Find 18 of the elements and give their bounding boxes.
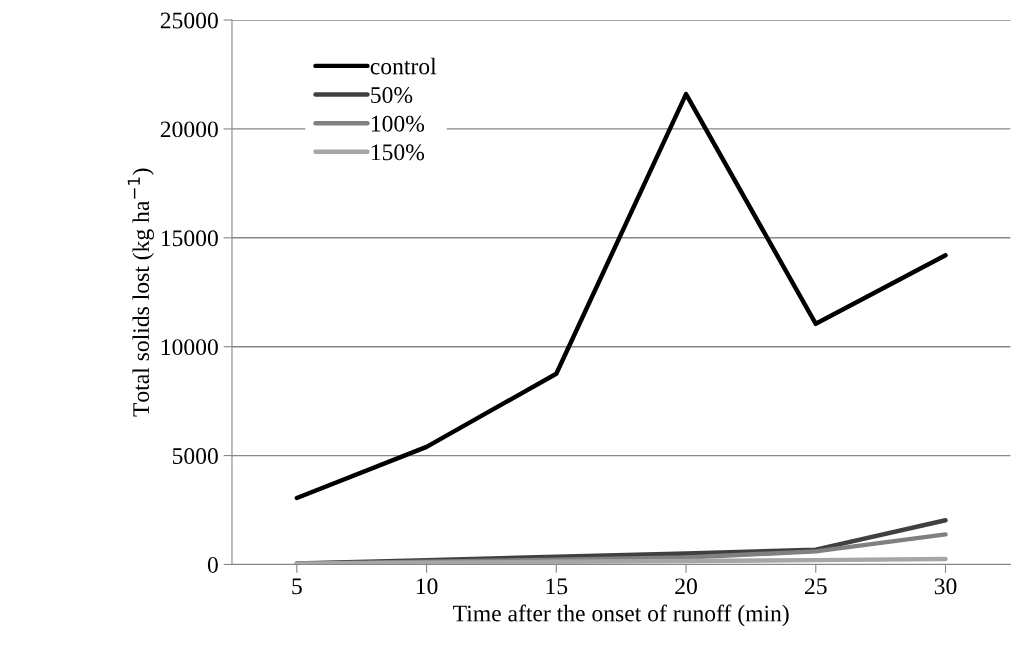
y-tick-label: 5000 <box>172 448 218 464</box>
y-axis-title: Total solids lost (kg ha$^{−1}$) <box>127 168 154 417</box>
x-tick-label: 20 <box>675 578 697 595</box>
legend-label: 50% <box>371 87 413 104</box>
y-tick-label: 25000 <box>160 12 218 29</box>
x-tick-label: 15 <box>546 578 568 595</box>
legend-label: 150% <box>371 144 425 161</box>
legend-label: 100% <box>371 115 425 132</box>
x-tick-label: 30 <box>934 578 957 595</box>
x-tick-label: 25 <box>805 578 827 595</box>
x-axis-title: Time after the onset of runoff (min) <box>453 604 789 627</box>
y-tick-label: 10000 <box>161 339 218 356</box>
legend-label: control <box>370 57 437 75</box>
y-tick-label: 20000 <box>160 121 218 138</box>
x-tick-label: 5 <box>292 578 302 595</box>
y-tick-label: 15000 <box>161 230 218 247</box>
x-tick-label: 10 <box>416 578 438 595</box>
y-tick-label: 0 <box>207 556 218 573</box>
